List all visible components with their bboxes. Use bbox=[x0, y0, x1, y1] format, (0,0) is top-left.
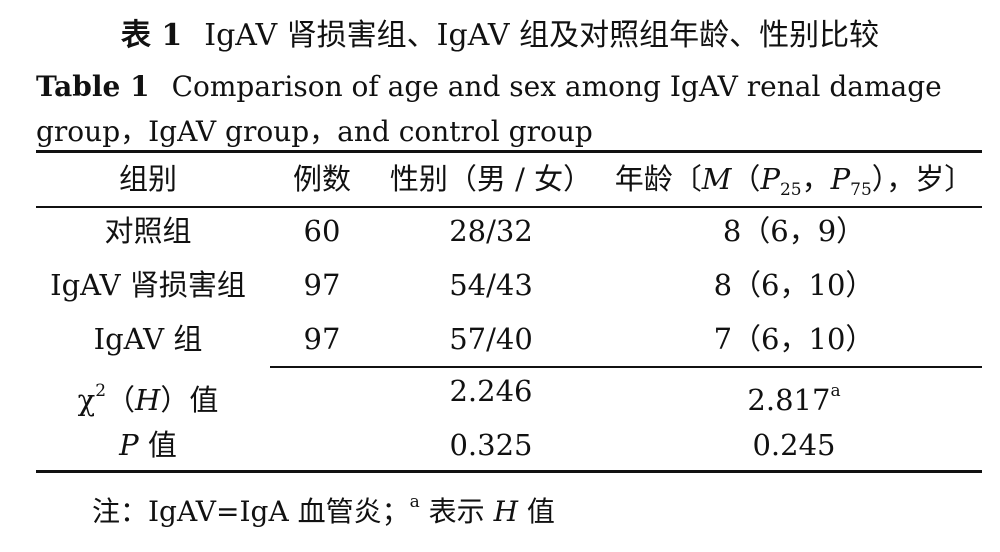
table-note: 注：IgAV=IgA 血管炎；a 表示 H 值 bbox=[92, 480, 555, 534]
row-igav-group: IgAV 组 bbox=[93, 322, 203, 356]
chi-square-age: 2.817a bbox=[606, 364, 982, 418]
header-age-p75: 75 bbox=[850, 180, 872, 200]
chi-h: H bbox=[135, 383, 161, 417]
table-label-cn: 表 1 bbox=[120, 18, 183, 53]
bottom-rule bbox=[36, 470, 982, 473]
note-text-b: 值 bbox=[517, 495, 555, 528]
table-title-en: Comparison of age and sex among IgAV ren… bbox=[36, 70, 942, 148]
header-cases: 例数 bbox=[292, 162, 351, 196]
table-title-cn: IgAV 肾损害组、IgAV 组及对照组年龄、性别比较 bbox=[204, 18, 880, 53]
row-renal-group: IgAV 肾损害组 bbox=[50, 268, 246, 302]
note-prefix: 注：IgAV=IgA 血管炎； bbox=[92, 495, 410, 528]
header-age-prefix: 年龄〔 bbox=[614, 162, 702, 196]
row-control-group: 对照组 bbox=[104, 214, 192, 248]
p-symbol: P bbox=[119, 428, 139, 462]
row-igav-cases: 97 bbox=[303, 322, 341, 356]
chi-superscript: 2 bbox=[95, 381, 107, 401]
header-age-suffix: ），岁〕 bbox=[871, 162, 974, 196]
header-sex: 性别（男 / 女） bbox=[389, 162, 593, 196]
chi-symbol: χ bbox=[77, 383, 96, 417]
note-superscript: a bbox=[409, 492, 420, 512]
header-rule bbox=[36, 206, 982, 208]
row-renal-age: 8（6，10） bbox=[713, 268, 875, 302]
p-value-age: 0.245 bbox=[752, 428, 836, 462]
row-igav-age: 7（6，10） bbox=[713, 322, 875, 356]
p-value-sex: 0.325 bbox=[449, 428, 533, 462]
table-label-en: Table 1 bbox=[36, 70, 150, 103]
chi-open: （ bbox=[106, 383, 136, 417]
chi-square-sex: 2.246 bbox=[449, 374, 533, 408]
row-renal-cases: 97 bbox=[303, 268, 341, 302]
chi-close: ）值 bbox=[160, 383, 219, 417]
table-caption-english: Table 1 Comparison of age and sex among I… bbox=[36, 64, 976, 154]
row-control-age: 8（6，9） bbox=[722, 214, 866, 248]
row-control-sex: 28/32 bbox=[449, 214, 533, 248]
chi-square-label: χ2（H）值 bbox=[36, 364, 260, 418]
header-age-comma: ， bbox=[801, 162, 831, 196]
header-age-p: P bbox=[760, 162, 780, 196]
header-age: 年龄〔M（P25，P75），岁〕 bbox=[606, 152, 982, 206]
header-group: 组别 bbox=[118, 162, 177, 196]
p-suffix: 值 bbox=[138, 428, 177, 462]
table-caption-chinese: 表 1 IgAV 肾损害组、IgAV 组及对照组年龄、性别比较 bbox=[0, 14, 1000, 58]
header-age-median: M bbox=[701, 162, 732, 196]
chi-age-value: 2.817 bbox=[747, 383, 831, 417]
note-h: H bbox=[493, 495, 518, 528]
p-value-label: P 值 bbox=[36, 418, 260, 472]
row-renal-sex: 54/43 bbox=[449, 268, 533, 302]
header-age-open: （ bbox=[731, 162, 761, 196]
top-rule bbox=[36, 150, 982, 153]
chi-age-superscript: a bbox=[830, 381, 841, 401]
header-age-p25: 25 bbox=[779, 180, 802, 200]
row-igav-sex: 57/40 bbox=[449, 322, 533, 356]
header-age-p-second: P bbox=[830, 162, 851, 196]
row-control-cases: 60 bbox=[303, 214, 341, 248]
note-text-a: 表示 bbox=[419, 495, 494, 528]
stats-rule bbox=[270, 366, 982, 368]
